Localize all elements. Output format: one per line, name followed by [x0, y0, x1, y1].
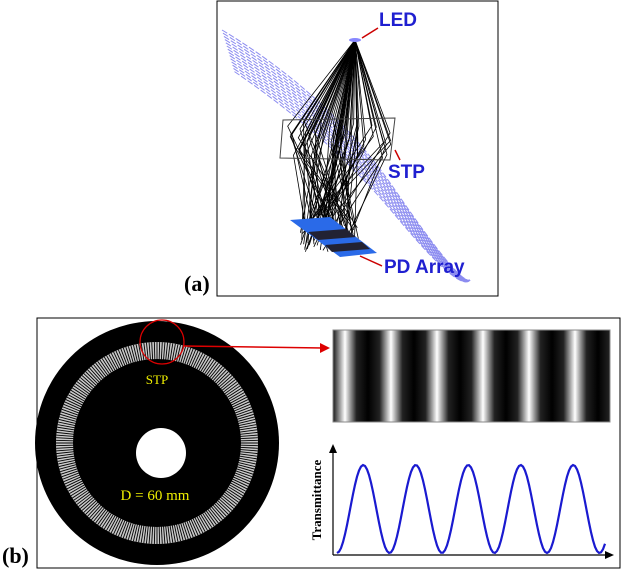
panel-b-label: (b) — [2, 543, 29, 568]
diameter-label: D = 60 mm — [121, 488, 190, 504]
stp-label: STP — [146, 372, 168, 387]
figure: LED STP PD Array (a) STP D = 60 mm Trans… — [0, 0, 621, 573]
led-source — [349, 38, 361, 42]
panel-a-label: (a) — [184, 271, 210, 296]
y-axis-label: Transmittance — [309, 459, 324, 540]
fringe-image — [333, 330, 610, 422]
disk-hole — [136, 428, 186, 478]
pd-array-label: PD Array — [384, 257, 465, 278]
led-label: LED — [379, 10, 417, 31]
stp-label: STP — [388, 162, 425, 183]
